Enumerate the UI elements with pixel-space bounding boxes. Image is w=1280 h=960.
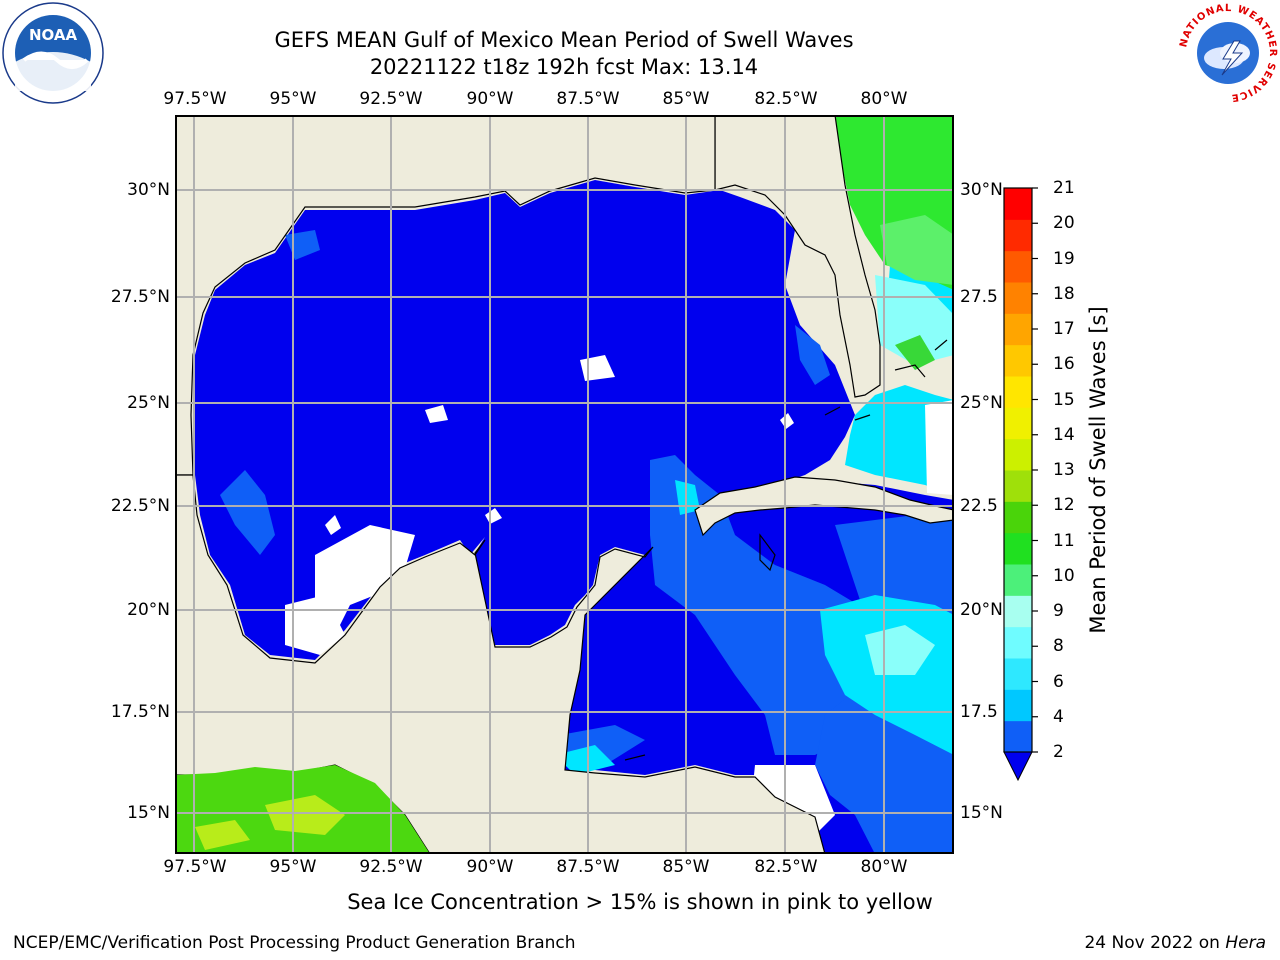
colorbar <box>1003 187 1038 782</box>
colorbar-tick-label: 18 <box>1053 283 1075 304</box>
colorbar-segment <box>1004 188 1032 220</box>
colorbar-tick-label: 19 <box>1053 248 1075 269</box>
colorbar-tick-label: 6 <box>1053 671 1064 692</box>
lon-label-bottom: 97.5°W <box>163 857 227 877</box>
footer-credit: NCEP/EMC/Verification Post Processing Pr… <box>13 933 576 953</box>
lon-label-top: 82.5°W <box>754 89 818 109</box>
colorbar-segment <box>1004 658 1032 690</box>
colorbar-segment <box>1004 313 1032 346</box>
noaa-logo: NOAA <box>2 2 104 104</box>
cuba-land <box>694 476 954 537</box>
lat-label-right: 27.5 <box>960 287 998 307</box>
colorbar-label: Mean Period of Swell Waves [s] <box>1086 306 1110 634</box>
florida-land <box>714 115 881 398</box>
colorbar-under-arrow <box>1003 751 1033 782</box>
lat-label-right: 22.5 <box>960 496 998 516</box>
colorbar-tick-label: 8 <box>1053 636 1064 657</box>
lon-label-top: 90°W <box>466 89 514 109</box>
lat-label-left: 22.5°N <box>110 496 170 516</box>
colorbar-tick-label: 2 <box>1053 742 1064 762</box>
colorbar-segment <box>1004 532 1032 565</box>
colorbar-tick-label: 17 <box>1053 319 1075 339</box>
sea-ice-caption: Sea Ice Concentration > 15% is shown in … <box>347 890 933 914</box>
lat-label-right: 25°N <box>960 393 1003 413</box>
lat-label-right: 20°N <box>960 600 1003 620</box>
colorbar-segment <box>1004 407 1032 440</box>
lon-label-top: 80°W <box>860 89 908 109</box>
colorbar-segment <box>1004 438 1032 471</box>
lon-label-bottom: 95°W <box>269 857 317 877</box>
lon-label-bottom: 85°W <box>662 857 710 877</box>
lon-label-top: 95°W <box>269 89 317 109</box>
lat-label-left: 25°N <box>127 393 170 413</box>
footer-date: 24 Nov 2022 on Hera <box>1084 933 1266 953</box>
lon-label-top: 85°W <box>662 89 710 109</box>
lon-label-top: 87.5°W <box>556 89 620 109</box>
colorbar-segment <box>1004 250 1032 283</box>
colorbar-segment <box>1004 219 1032 252</box>
colorbar-segment <box>1004 689 1032 722</box>
colorbar-segment <box>1004 564 1032 596</box>
lat-label-right: 17.5 <box>960 702 998 722</box>
colorbar-segment <box>1004 282 1032 314</box>
atlantic-swell-light-green <box>880 215 954 285</box>
lat-label-right: 30°N <box>960 180 1003 200</box>
map-frame <box>175 115 954 854</box>
colorbar-segment <box>1004 344 1032 377</box>
lon-label-bottom: 82.5°W <box>754 857 818 877</box>
map-title: GEFS MEAN Gulf of Mexico Mean Period of … <box>274 28 854 52</box>
lon-label-bottom: 80°W <box>860 857 908 877</box>
lon-label-bottom: 92.5°W <box>359 857 423 877</box>
lat-label-left: 20°N <box>127 600 170 620</box>
lat-label-left: 15°N <box>127 803 170 823</box>
colorbar-segment <box>1004 470 1032 502</box>
colorbar-tick-label: 15 <box>1053 389 1075 410</box>
colorbar-tick-label: 14 <box>1053 424 1075 445</box>
colorbar-segment <box>1004 595 1032 628</box>
lat-label-left: 30°N <box>127 180 170 200</box>
colorbar-tick-label: 20 <box>1053 213 1075 234</box>
lon-label-top: 92.5°W <box>359 89 423 109</box>
lat-label-left: 17.5°N <box>110 702 170 722</box>
nws-logo: NATIONAL WEATHER SERVICE <box>1178 3 1277 103</box>
lon-label-bottom: 90°W <box>466 857 514 877</box>
colorbar-segment <box>1004 501 1032 534</box>
island-outlines <box>624 339 948 761</box>
lat-label-left: 27.5°N <box>110 287 170 307</box>
colorbar-segment <box>1004 376 1032 408</box>
colorbar-tick-label: 16 <box>1053 354 1075 375</box>
colorbar-tick-label: 10 <box>1053 565 1075 586</box>
colorbar-tick-label: 9 <box>1053 601 1064 621</box>
colorbar-tick-label: 21 <box>1053 178 1075 198</box>
lon-label-top: 97.5°W <box>163 89 227 109</box>
colorbar-tick-label: 4 <box>1053 706 1064 727</box>
colorbar-segment <box>1004 720 1032 753</box>
graticule <box>175 115 954 854</box>
footer-date-text: 24 Nov 2022 on <box>1084 933 1226 953</box>
footer-host: Hera <box>1225 933 1266 953</box>
map-panel <box>175 115 954 854</box>
pacific-swell-overlay-yellow <box>195 795 345 850</box>
lon-label-bottom: 87.5°W <box>556 857 620 877</box>
atlantic-swell-green-patch <box>895 335 935 370</box>
colorbar-tick-label: 12 <box>1053 495 1075 516</box>
noaa-logo-text: NOAA <box>29 26 78 44</box>
lat-label-right: 15°N <box>960 803 1003 823</box>
colorbar-tick-label: 11 <box>1053 530 1075 551</box>
map-subtitle: 20221122 t18z 192h fcst Max: 13.14 <box>369 55 759 79</box>
colorbar-segment <box>1004 626 1032 659</box>
colorbar-tick-label: 13 <box>1053 460 1075 480</box>
